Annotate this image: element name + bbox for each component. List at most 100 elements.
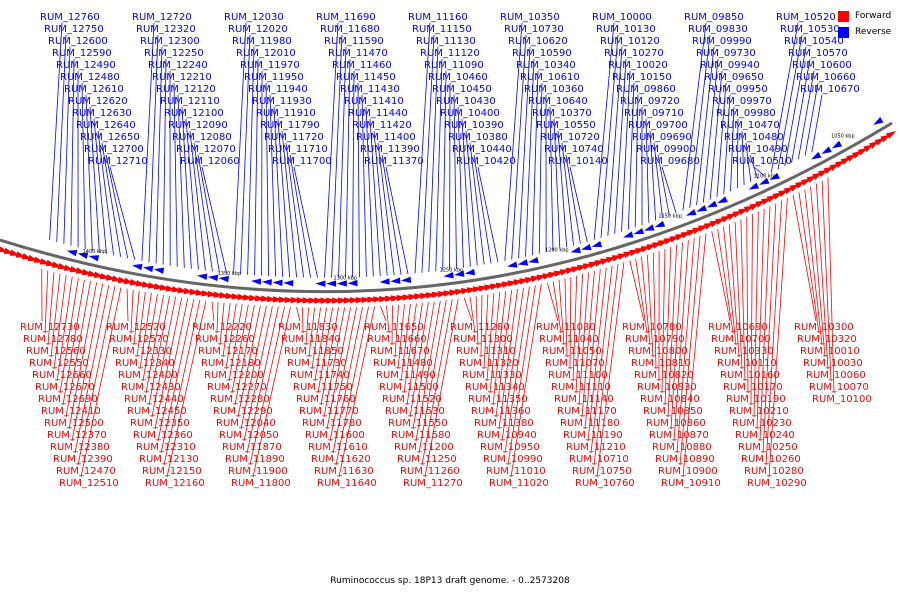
gene-label: RUM_09900 <box>636 144 696 155</box>
forward-gene-arrow <box>420 292 431 300</box>
forward-gene-arrow <box>302 297 313 304</box>
gene-label: RUM_10290 <box>747 478 807 489</box>
gene-connector-line <box>682 22 707 211</box>
gene-label: RUM_11150 <box>412 24 472 35</box>
gene-label: RUM_11660 <box>367 334 427 345</box>
gene-label: RUM_10760 <box>575 478 635 489</box>
gene-connector-line <box>753 166 765 177</box>
gene-connector-line <box>646 254 654 358</box>
scale-tick-label: 1200 kbp <box>545 248 569 254</box>
forward-gene-arrow <box>308 297 319 304</box>
forward-gene-arrow <box>379 295 390 303</box>
gene-connector-line <box>587 267 607 442</box>
gene-label: RUM_10950 <box>480 442 540 453</box>
gene-label: RUM_11650 <box>364 322 424 333</box>
gene-label: RUM_12520 <box>106 322 166 333</box>
gene-connector-line <box>71 283 104 442</box>
gene-connector-line <box>740 219 746 382</box>
gene-label: RUM_12260 <box>195 334 255 345</box>
reverse-gene-arrow <box>831 140 843 149</box>
gene-connector-line <box>49 22 63 240</box>
forward-gene-arrow <box>261 295 272 302</box>
gene-connector-line <box>225 303 237 370</box>
gene-label: RUM_11830 <box>278 322 338 333</box>
gene-label: RUM_12200 <box>204 370 264 381</box>
reverse-gene-arrow <box>464 268 476 276</box>
gene-connector-line <box>501 287 524 442</box>
gene-connector-line <box>483 294 489 370</box>
gene-label: RUM_12040 <box>216 418 276 429</box>
gene-connector-line <box>369 118 381 277</box>
gene-label: RUM_11170 <box>557 406 617 417</box>
gene-label: RUM_10270 <box>604 48 664 59</box>
gene-label: RUM_11950 <box>244 72 304 83</box>
gene-label: RUM_11470 <box>328 48 388 59</box>
gene-label: RUM_10700 <box>711 334 771 345</box>
gene-label: RUM_11580 <box>391 430 451 441</box>
gene-label: RUM_11910 <box>256 108 316 119</box>
gene-label: RUM_10900 <box>658 466 718 477</box>
gene-label: RUM_11050 <box>542 346 602 357</box>
gene-label: RUM_10550 <box>536 120 596 131</box>
gene-label: RUM_12370 <box>47 430 107 441</box>
gene-label: RUM_10160 <box>720 370 780 381</box>
gene-connector-line <box>380 305 387 322</box>
gene-label: RUM_09700 <box>628 120 688 131</box>
gene-connector-line <box>136 291 146 358</box>
gene-connector-line <box>177 94 185 268</box>
gene-label: RUM_10750 <box>572 466 632 477</box>
reverse-swatch-icon <box>838 26 849 38</box>
gene-label: RUM_12430 <box>121 382 181 393</box>
gene-label: RUM_12730 <box>20 322 80 333</box>
gene-connector-line <box>418 300 447 454</box>
reverse-gene-arrow <box>336 280 347 287</box>
gene-connector-line <box>709 70 723 200</box>
gene-connector-line <box>453 94 457 269</box>
scale-tick-label: 1300 kbp <box>334 275 358 281</box>
gene-connector-line <box>414 22 431 274</box>
gene-connector-line <box>442 70 447 271</box>
gene-label: RUM_11390 <box>360 144 420 155</box>
gene-connector-line <box>525 58 535 257</box>
gene-label: RUM_10590 <box>512 48 572 59</box>
gene-connector-line <box>798 192 820 334</box>
gene-connector-line <box>130 289 134 334</box>
gene-label: RUM_11600 <box>305 430 365 441</box>
gene-label: RUM_11900 <box>228 466 288 477</box>
reverse-gene-arrow <box>873 117 884 125</box>
gene-label: RUM_12630 <box>72 108 132 119</box>
gene-connector-line <box>649 130 657 221</box>
gene-connector-line <box>750 214 753 406</box>
gene-connector-line <box>549 106 554 251</box>
gene-label: RUM_11980 <box>232 36 292 47</box>
gene-connector-line <box>723 226 737 346</box>
gene-connector-line <box>381 154 402 275</box>
gene-connector-line <box>70 58 75 246</box>
gene-connector-line <box>231 304 249 394</box>
gene-connector-line <box>716 82 727 197</box>
reverse-gene-arrow <box>633 227 645 235</box>
gene-connector-line <box>575 274 584 394</box>
forward-gene-arrow <box>396 294 407 302</box>
gene-connector-line <box>163 299 201 466</box>
gene-label: RUM_10830 <box>637 382 697 393</box>
gene-connector-line <box>653 142 663 218</box>
gene-label: RUM_11200 <box>394 442 454 453</box>
reverse-gene-arrow <box>218 275 229 283</box>
gene-label: RUM_11640 <box>317 478 377 489</box>
gene-connector-line <box>486 293 495 382</box>
gene-label: RUM_10170 <box>723 382 783 393</box>
gene-connector-line <box>145 294 164 394</box>
gene-label: RUM_10720 <box>540 132 600 143</box>
scale-tick-label: 1050 kbp <box>831 134 855 140</box>
forward-gene-arrow <box>367 296 378 303</box>
gene-connector-line <box>193 142 213 272</box>
gene-connector-line <box>569 166 588 242</box>
reverse-gene-arrow <box>326 280 337 287</box>
gene-connector-line <box>557 130 568 248</box>
gene-connector-line <box>323 307 345 418</box>
gene-connector-line <box>770 22 799 173</box>
forward-gene-arrow <box>332 297 343 304</box>
forward-gene-arrow <box>408 293 419 301</box>
forward-swatch-icon <box>838 10 849 22</box>
